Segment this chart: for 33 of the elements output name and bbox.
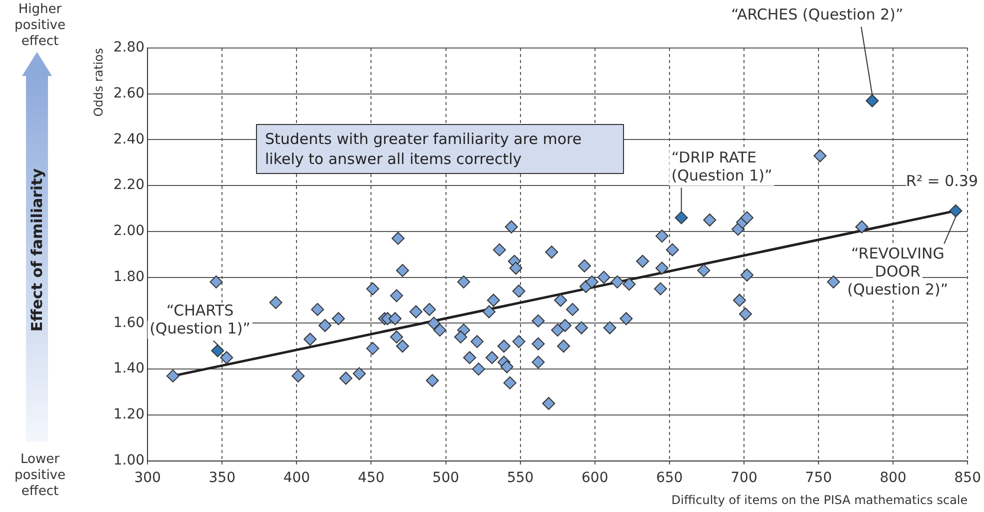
y-tick-label: 2.00 (113, 223, 145, 240)
y-tick-label: 2.40 (113, 131, 145, 148)
x-tick-label: 600 (582, 470, 608, 486)
y-tick-label: 2.80 (113, 40, 145, 56)
y-tick-label: 1.60 (113, 314, 145, 331)
x-tick-label: 650 (656, 470, 683, 486)
y-tick-label: 2.60 (113, 86, 145, 102)
x-tick-label: 300 (134, 470, 161, 486)
annotation: “CHARTS (Question 1)” (150, 302, 250, 338)
x-tick-label: 550 (506, 470, 534, 486)
x-tick-label: 450 (358, 470, 385, 486)
callout-box: Students with greater familiarity are more likely to answer all items correctly (256, 124, 624, 174)
text: Higher positive effect (14, 2, 66, 50)
text: Lower positive effect (14, 452, 66, 500)
x-tick-label: 350 (208, 470, 236, 486)
x-tick-label: 750 (805, 470, 832, 486)
y-tick-label: 1.00 (113, 452, 145, 468)
annotation: “ARCHES (Question 2)” (731, 6, 904, 24)
x-axis-title: Difficulty of items on the PISA mathematics scale (671, 492, 968, 507)
y-axis-title: Odds ratios (91, 48, 106, 117)
annotation: “REVOLVING DOOR (Question 2)” (847, 244, 948, 299)
x-tick-label: 700 (730, 470, 758, 486)
y-tick-label: 1.40 (113, 360, 145, 377)
x-tick-label: 400 (283, 470, 310, 486)
y-tick-label: 1.80 (113, 268, 145, 285)
annotation: “DRIP RATE (Question 1)” (671, 148, 772, 185)
annotation: R² = 0.39 (906, 172, 978, 190)
y-tick-label: 1.20 (113, 406, 145, 423)
text: Effect of familiarity (28, 168, 46, 332)
x-tick-label: 850 (954, 470, 982, 486)
y-tick-label: 2.20 (113, 177, 145, 194)
x-tick-label: 500 (432, 470, 460, 486)
x-tick-label: 800 (880, 470, 906, 486)
